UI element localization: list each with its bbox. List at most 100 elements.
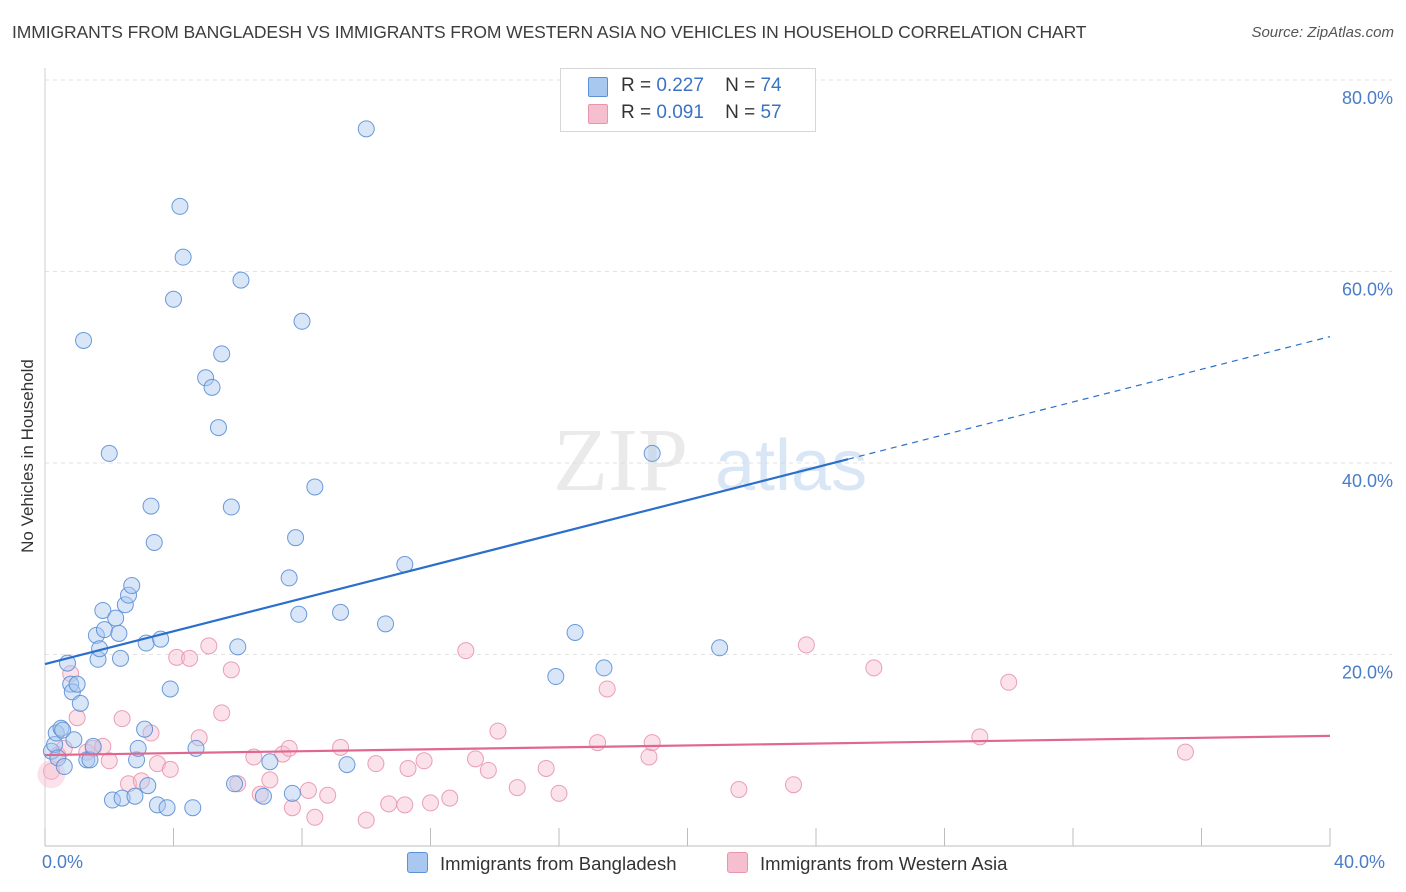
data-point [598, 680, 616, 698]
data-point [643, 444, 661, 462]
data-point [136, 720, 154, 738]
y-tick-label: 60.0% [1342, 280, 1393, 300]
data-point [129, 739, 147, 757]
data-point [254, 787, 272, 805]
legend-swatch-blue [588, 77, 608, 97]
data-point [547, 668, 565, 686]
data-point [261, 753, 279, 771]
legend-n-value: 57 [760, 102, 782, 123]
data-point [213, 704, 231, 722]
legend: R = 0.227 N = 74 R = 0.091 N = 57 [560, 68, 816, 132]
data-point [107, 609, 125, 627]
data-point [161, 680, 179, 698]
trend-line-western-asia [44, 734, 1331, 757]
data-point [396, 796, 414, 814]
data-point [148, 796, 166, 814]
data-point [55, 739, 73, 757]
trend-lines [44, 336, 1331, 757]
data-point [287, 529, 305, 547]
data-point [367, 755, 385, 773]
data-point [116, 596, 134, 614]
bottom-legend-bangladesh: Immigrants from Bangladesh [407, 852, 677, 875]
data-point [232, 271, 250, 289]
data-point [139, 777, 157, 795]
x-tick-label-min: 0.0% [42, 852, 84, 872]
y-tick-label: 80.0% [1342, 88, 1393, 108]
data-point [1176, 743, 1194, 761]
data-point [399, 759, 417, 777]
data-point [466, 750, 484, 768]
data-point [37, 760, 66, 789]
data-point [299, 781, 317, 799]
data-point [1000, 673, 1018, 691]
watermark-atlas: atlas [715, 426, 867, 506]
data-point [165, 290, 182, 308]
data-point [54, 721, 72, 739]
data-point [785, 776, 803, 794]
data-point [94, 601, 112, 619]
watermark: ZIP atlas [553, 411, 867, 510]
data-point [120, 586, 138, 604]
data-point [280, 569, 298, 587]
data-point [222, 661, 240, 679]
data-point [68, 709, 86, 727]
data-point [865, 659, 883, 677]
data-point [113, 710, 131, 728]
data-point [508, 779, 526, 797]
legend-n-value: 74 [760, 75, 782, 96]
data-point [274, 745, 292, 763]
data-point [100, 752, 118, 770]
bottom-legend-label: Immigrants from Bangladesh [440, 853, 677, 874]
data-point [730, 781, 748, 799]
data-point [100, 444, 118, 462]
data-point [332, 738, 350, 756]
data-point [280, 739, 298, 757]
watermark-zip: ZIP [553, 411, 688, 510]
data-point [293, 312, 311, 330]
data-point [190, 729, 208, 747]
data-point [332, 603, 350, 621]
bottom-legend-label: Immigrants from Western Asia [760, 853, 1008, 874]
data-point [222, 498, 240, 516]
series-western-asia [37, 636, 1194, 829]
legend-swatch-pink [588, 104, 608, 124]
data-point [489, 722, 507, 740]
data-point [357, 120, 375, 138]
data-point [142, 497, 160, 515]
data-point [261, 771, 279, 789]
legend-n-label: N = [725, 102, 756, 123]
bottom-legend-swatch-pink [727, 852, 748, 873]
trend-line-bangladesh-extension [847, 336, 1331, 460]
bottom-legend-swatch-blue [407, 852, 428, 873]
data-point [971, 728, 989, 746]
data-point [197, 369, 215, 387]
data-point [95, 621, 113, 639]
data-point [251, 785, 269, 803]
data-point [479, 761, 497, 779]
data-point [441, 789, 459, 807]
data-point [110, 624, 128, 642]
data-point [380, 795, 398, 813]
data-point [181, 649, 199, 667]
data-point [319, 786, 337, 804]
data-point [566, 623, 584, 641]
legend-r-label: R = [621, 102, 652, 123]
data-point [161, 760, 179, 778]
y-tick-labels: 20.0% 40.0% 60.0% 80.0% [1342, 88, 1393, 683]
y-tick-label: 40.0% [1342, 471, 1393, 491]
legend-n-label: N = [725, 75, 756, 96]
data-point [290, 605, 308, 623]
data-point [338, 756, 356, 774]
data-point [213, 345, 231, 363]
legend-r-value: 0.091 [656, 102, 704, 123]
data-point [415, 752, 433, 770]
data-point [306, 478, 324, 496]
data-point [457, 642, 475, 660]
x-tick-label-max: 40.0% [1334, 852, 1386, 872]
data-point [537, 759, 555, 777]
data-point [203, 378, 221, 396]
data-point [123, 577, 141, 595]
data-point [55, 758, 73, 776]
y-axis-label: No Vehicles in Household [18, 359, 37, 553]
